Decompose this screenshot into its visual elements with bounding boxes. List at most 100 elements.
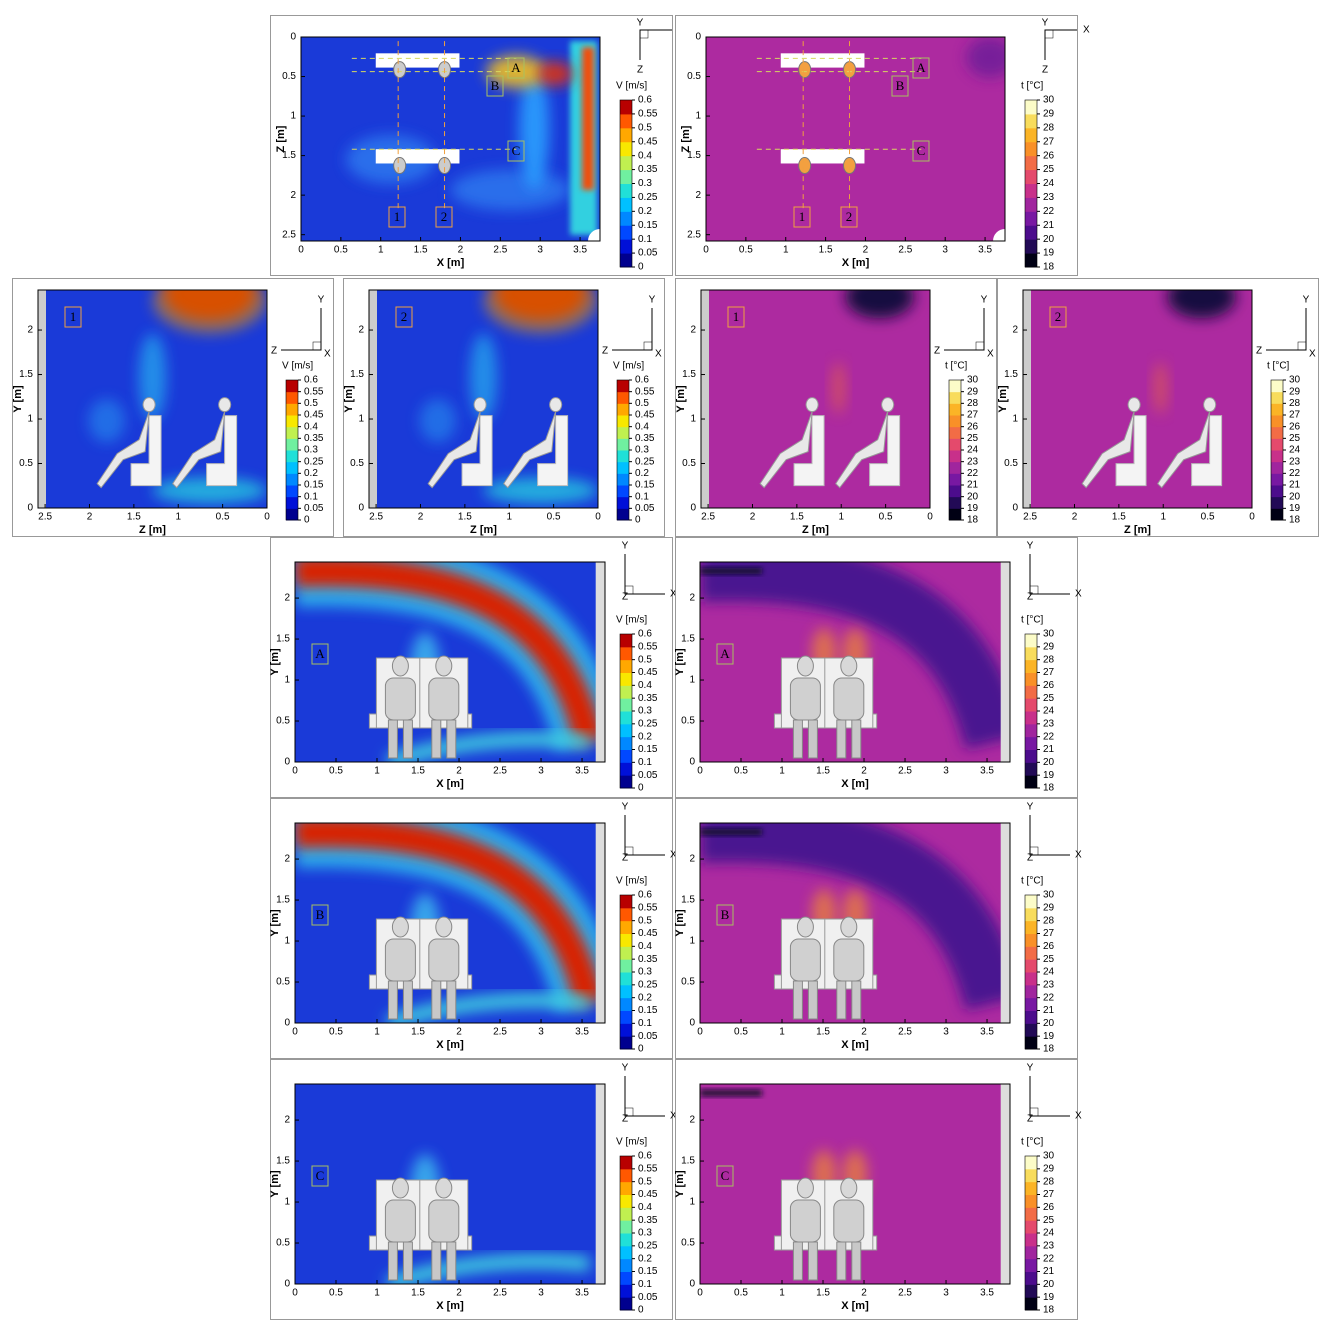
colorbar-tick-label: 28 [1043,122,1055,133]
colorbar-band [617,450,629,463]
x-axis-label: X [m] [436,1300,464,1312]
x-axis-label: Z [m] [802,524,829,536]
section-box [716,1165,734,1187]
torso [789,1199,821,1243]
colorbar-tick-label: 0.35 [638,693,658,704]
x-tick-label: 2.5 [1023,512,1037,523]
x-tick-label: 0.5 [734,766,748,777]
x-tick-label: 2 [750,512,756,523]
colorbar-title: V [m/s] [616,615,647,626]
colorbar-band [620,155,632,171]
y-tick-label: 2.5 [687,229,701,240]
colorbar-band [949,508,961,521]
colorbar-tick-label: 0.6 [304,375,318,386]
colorbar-band [1025,646,1037,661]
plot-border [699,822,1011,1024]
colorbar-tick-label: 0.25 [638,979,658,990]
triad-label: Y [1027,541,1034,552]
leg [402,1241,413,1281]
y-tick-label: 2 [689,1115,695,1126]
colorbar-band [620,723,632,738]
section-label: A [315,646,325,661]
x-tick-label: 3.5 [573,245,587,256]
y-tick-label: 2.5 [282,229,296,240]
colorbar-band [1025,127,1037,143]
colorbar-tick-label: 21 [1289,480,1301,491]
jet-core [700,568,762,574]
colorbar-band [949,450,961,463]
triad-label: Y [981,295,988,306]
x-tick-label: 3 [538,1027,544,1038]
x-tick-label: 3 [538,1288,544,1299]
torso [789,938,821,982]
leg [851,719,862,759]
section-box [840,206,858,228]
y-axis-label: Z [m] [680,125,692,152]
y-tick-label: 2 [284,1115,290,1126]
colorbar-tick-label: 0.35 [635,433,655,444]
colorbar-tick-label: 21 [1043,744,1055,755]
colorbar-tick-label: 18 [1289,515,1301,526]
colorbar-band [1025,907,1037,922]
colorbar-band [1271,426,1283,439]
colorbar-band [1271,380,1283,393]
colorbar-band [620,672,632,686]
colorbar-tick-label: 0.1 [304,491,318,502]
triad-box [643,341,653,351]
y-tick-label: 1 [689,936,695,947]
colorbar-title: t [°C] [1267,361,1290,372]
colorbar-tick-label: 25 [1043,693,1055,704]
colorbar-tick-label: 18 [1043,1305,1055,1316]
triad-box [1044,29,1054,39]
colorbar-tick-label: 0.6 [638,890,652,901]
triad-label: Z [622,1114,628,1125]
head [391,655,409,677]
colorbar-tick-label: 18 [1043,783,1055,794]
plot-border [705,36,1006,242]
colorbar-tick-label: 0.05 [304,503,324,514]
colorbar-band [617,496,629,509]
colorbar-band [949,426,961,439]
contour-region [1167,290,1236,319]
colorbar-band [620,736,632,750]
colorbar-tick-label: 0.15 [635,480,655,491]
jet-core [700,1090,762,1096]
colorbar-tick-label: 20 [1289,491,1301,502]
colorbar-band [1025,1207,1037,1221]
colorbar-tick-label: 20 [1043,1018,1055,1029]
y-tick-label: 1.5 [19,369,33,380]
x-tick-label: 2.5 [701,512,715,523]
contour-region [1153,361,1168,415]
head [798,157,812,175]
wall [1023,290,1031,508]
mannequin [1081,397,1141,489]
x-tick-label: 2.5 [493,1027,507,1038]
y-tick-label: 0.5 [1004,458,1018,469]
colorbar-tick-label: 29 [1043,1163,1055,1174]
colorbar-tick-label: 0.1 [638,234,652,245]
colorbar-tick-label: 0.5 [638,654,652,665]
triad-label: X [1075,589,1082,600]
colorbar-band [620,225,632,240]
section-label: 2 [401,309,408,324]
x-tick-label: 1 [838,512,844,523]
colorbar-band [949,438,961,451]
leg [431,980,442,1020]
x-axis-label: X [m] [841,1300,869,1312]
x-tick-label: 1 [506,512,512,523]
leg [851,1241,862,1281]
colorbar-tick-label: 24 [1043,1228,1055,1239]
colorbar-band [620,762,632,776]
head [435,916,453,938]
y-tick-label: 0.5 [276,977,290,988]
colorbar-title: V [m/s] [616,876,647,887]
torso [384,677,416,721]
colorbar-title: V [m/s] [282,361,313,372]
triad-label: Z [934,346,940,357]
leg [851,980,862,1020]
y-tick-label: 0 [1012,503,1018,514]
x-axis-label: X [m] [841,1039,869,1051]
section-box [388,206,406,228]
colorbar-band [1025,239,1037,254]
y-tick-label: 2 [689,854,695,865]
